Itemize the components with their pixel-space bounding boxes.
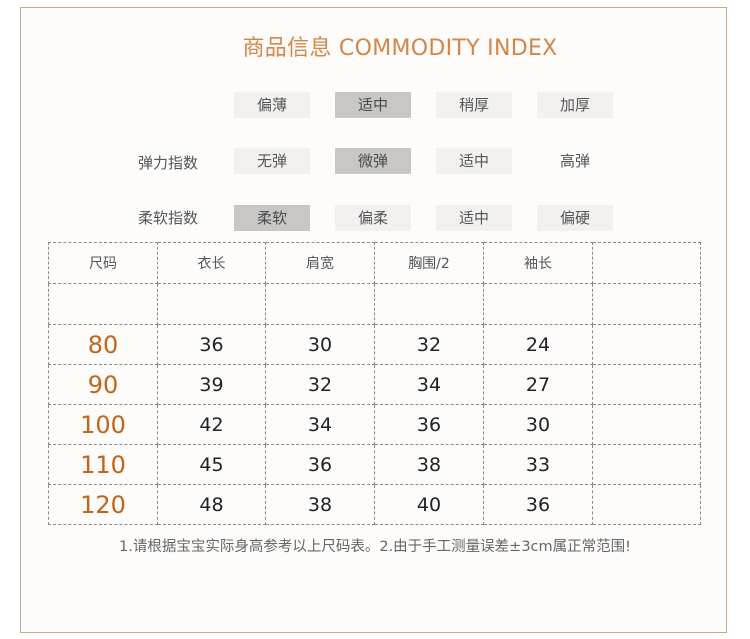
header-sleeve: 袖长 xyxy=(483,242,593,284)
shoulder-cell: 38 xyxy=(265,484,375,525)
length-cell: 45 xyxy=(157,444,266,485)
empty-cell xyxy=(592,324,701,365)
table-blank-row xyxy=(48,283,701,325)
size-cell: 90 xyxy=(48,364,158,405)
page-title: 商品信息 COMMODITY INDEX xyxy=(242,36,558,61)
length-cell: 39 xyxy=(157,364,266,405)
size-table: 尺码 衣长 肩宽 胸围/2 袖长 80 36 30 32 24 90 39 32… xyxy=(48,242,701,525)
length-cell: 36 xyxy=(157,324,266,365)
softness-option-2: 偏柔 xyxy=(335,205,411,231)
shoulder-cell: 32 xyxy=(265,364,375,405)
softness-option-4: 偏硬 xyxy=(537,205,613,231)
empty-cell xyxy=(592,484,701,525)
header-length: 衣长 xyxy=(157,242,266,284)
shoulder-cell: 36 xyxy=(265,444,375,485)
header-shoulder: 肩宽 xyxy=(265,242,375,284)
size-cell: 80 xyxy=(48,324,158,365)
shoulder-cell: 34 xyxy=(265,404,375,445)
chest-cell: 34 xyxy=(374,364,484,405)
softness-option-1: 柔软 xyxy=(234,205,310,231)
table-row: 90 39 32 34 27 xyxy=(48,364,701,405)
size-cell: 100 xyxy=(48,404,158,445)
thickness-option-1: 偏薄 xyxy=(234,92,310,118)
elasticity-option-4: 高弹 xyxy=(559,152,590,170)
header-size: 尺码 xyxy=(48,242,158,284)
size-cell: 110 xyxy=(48,444,158,485)
elasticity-label: 弹力指数 xyxy=(137,154,198,172)
thickness-option-2: 适中 xyxy=(335,92,411,118)
sleeve-cell: 33 xyxy=(483,444,593,485)
header-empty xyxy=(592,242,701,284)
shoulder-cell: 30 xyxy=(265,324,375,365)
header-chest: 胸围/2 xyxy=(374,242,484,284)
softness-label: 柔软指数 xyxy=(137,209,198,227)
table-row: 120 48 38 40 36 xyxy=(48,484,701,525)
chest-cell: 32 xyxy=(374,324,484,365)
chest-cell: 38 xyxy=(374,444,484,485)
empty-cell xyxy=(592,444,701,485)
table-row: 80 36 30 32 24 xyxy=(48,324,701,365)
sleeve-cell: 30 xyxy=(483,404,593,445)
chest-cell: 36 xyxy=(374,404,484,445)
thickness-option-4: 加厚 xyxy=(537,92,613,118)
size-cell: 120 xyxy=(48,484,158,525)
table-row: 110 45 36 38 33 xyxy=(48,444,701,485)
length-cell: 42 xyxy=(157,404,266,445)
softness-option-3: 适中 xyxy=(436,205,512,231)
empty-cell xyxy=(592,404,701,445)
length-cell: 48 xyxy=(157,484,266,525)
sizing-note: 1.请根据宝宝实际身高参考以上尺码表。2.由于手工测量误差±3cm属正常范围! xyxy=(119,539,631,555)
thickness-option-3: 稍厚 xyxy=(436,92,512,118)
sleeve-cell: 36 xyxy=(483,484,593,525)
sleeve-cell: 24 xyxy=(483,324,593,365)
table-row: 100 42 34 36 30 xyxy=(48,404,701,445)
empty-cell xyxy=(592,364,701,405)
sleeve-cell: 27 xyxy=(483,364,593,405)
table-header-row: 尺码 衣长 肩宽 胸围/2 袖长 xyxy=(48,242,701,284)
elasticity-option-1: 无弹 xyxy=(234,148,310,174)
elasticity-option-3: 适中 xyxy=(436,148,512,174)
chest-cell: 40 xyxy=(374,484,484,525)
elasticity-option-2: 微弹 xyxy=(335,148,411,174)
